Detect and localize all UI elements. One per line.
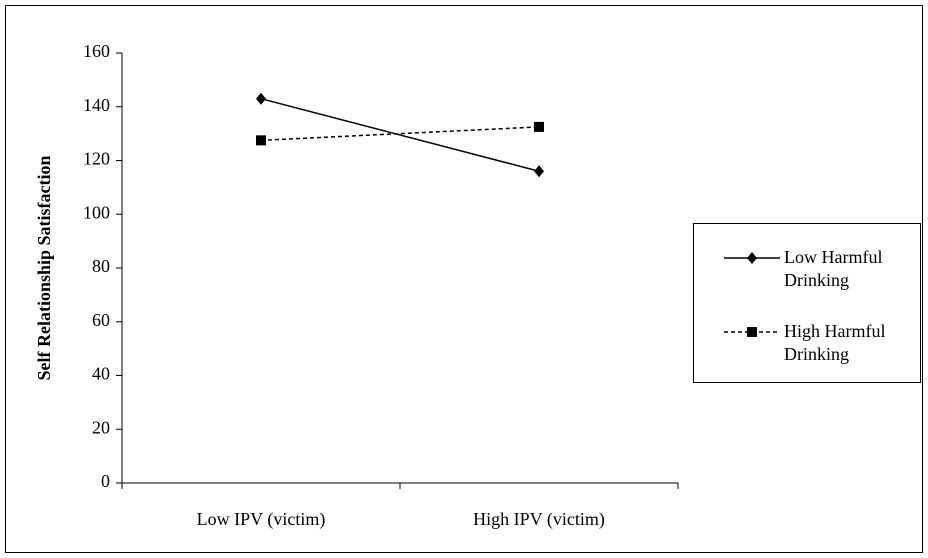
- series-line: [260, 97, 540, 172]
- y-tick-label: 80: [92, 256, 110, 276]
- legend-label: Low Harmful Drinking: [784, 247, 883, 290]
- legend-swatch: [724, 327, 780, 337]
- x-tick-label: High IPV (victim): [473, 509, 605, 530]
- marker: [747, 252, 757, 264]
- marker: [747, 327, 757, 337]
- legend-label: High Harmful Drinking: [784, 321, 886, 364]
- marker: [256, 92, 266, 105]
- marker: [534, 121, 544, 132]
- legend: Low Harmful Drinking High Harmful Drinkin…: [693, 223, 921, 383]
- y-axis-title: Self Relationship Satisfaction: [34, 155, 54, 380]
- y-tick-label: 100: [83, 202, 110, 222]
- marker: [534, 165, 544, 178]
- legend-entry: High Harmful Drinking: [722, 320, 924, 366]
- x-tick-label: Low IPV (victim): [197, 509, 326, 530]
- legend-entry: Low Harmful Drinking: [722, 246, 924, 292]
- y-tick-label: 40: [92, 364, 110, 384]
- y-tick-label: 60: [92, 310, 110, 330]
- y-tick-label: 140: [83, 95, 110, 115]
- legend-swatch: [724, 252, 780, 264]
- y-tick-label: 0: [101, 471, 110, 491]
- y-tick-label: 160: [83, 41, 110, 61]
- marker: [256, 135, 266, 146]
- series-line: [260, 126, 540, 142]
- y-tick-label: 20: [92, 417, 110, 437]
- chart-border: [5, 5, 923, 553]
- y-tick-label: 120: [83, 149, 110, 169]
